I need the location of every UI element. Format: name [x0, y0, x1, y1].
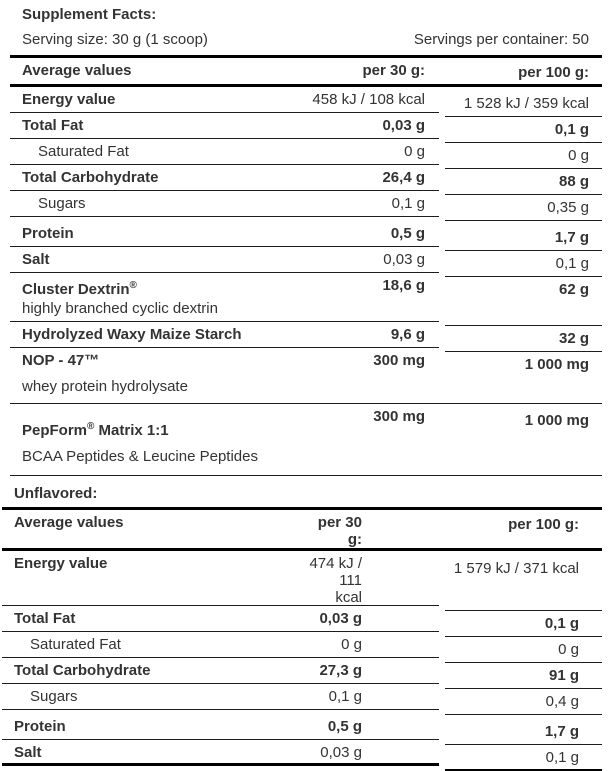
serving-info-row: Serving size: 30 g (1 scoop) Servings pe…: [10, 25, 602, 55]
row-label: Salt: [22, 251, 50, 268]
table-row-nop-47: NOP - 47™ whey protein hydrolysate 300 m…: [10, 348, 602, 404]
row-label: Saturated Fat: [38, 143, 129, 160]
serving-size: Serving size: 30 g (1 scoop): [22, 31, 208, 48]
value-per-30g: 0,03 g: [320, 744, 362, 761]
row-label: Total Fat: [14, 610, 76, 627]
value-per-100g: 1,7 g: [445, 221, 602, 251]
servings-per-container: Servings per container: 50: [413, 31, 589, 48]
value-per-30g: 0,1 g: [391, 195, 425, 212]
value-per-100g: 1 579 kJ / 371 kcal: [445, 556, 602, 611]
column-header-per30: per 30 g:: [317, 514, 362, 548]
value-per-100g: 1 528 kJ / 359 kcal: [445, 91, 602, 117]
table-row-saturated-fat: Saturated Fat 0 g 0 g: [10, 139, 602, 169]
column-header-per30: per 30 g:: [362, 62, 425, 79]
table-row-pepform-matrix: PepForm® Matrix 1:1 BCAA Peptides & Leuc…: [10, 404, 602, 476]
value-per-30g: 9,6 g: [390, 326, 425, 343]
row-label: Saturated Fat: [30, 636, 121, 653]
row-label: Protein: [22, 225, 74, 242]
value-per-30g: 0 g: [404, 143, 425, 160]
row-label: PepForm® Matrix 1:1: [22, 421, 169, 439]
value-per-30g: 0,1 g: [328, 688, 362, 705]
value-per-100g: 0,1 g: [445, 611, 602, 637]
column-header-row: Average values per 30 g: per 100 g:: [2, 510, 602, 551]
unflavored-title: Unflavored:: [2, 476, 602, 510]
row-label: Protein: [14, 718, 66, 735]
value-per-100g: 0 g: [445, 143, 602, 169]
table-row-protein: Protein 0,5 g 1,7 g: [10, 217, 602, 251]
row-label: NOP - 47™: [22, 352, 100, 369]
row-label: Energy value: [22, 91, 116, 108]
value-per-100g: 1 000 mg: [524, 412, 589, 429]
row-label-group: Cluster Dextrin® highly branched cyclic …: [10, 273, 309, 322]
table-row-total-carbohydrate: Total Carbohydrate 27,3 g 91 g: [2, 658, 602, 689]
table-row-protein: Protein 0,5 g 1,7 g: [2, 710, 602, 745]
table-row-sugars: Sugars 0,1 g 0,35 g: [10, 191, 602, 221]
value-per-30g: 0,03 g: [383, 251, 425, 268]
value-per-30g: 300 mg: [373, 352, 425, 369]
value-per-30g: 474 kJ / 111 kcal: [309, 555, 362, 606]
row-sublabel: BCAA Peptides & Leucine Peptides: [22, 448, 258, 465]
value-per-100g: 0 g: [445, 637, 602, 663]
table-row-salt: Salt 0,03 g 0,1 g: [2, 740, 602, 771]
value-per-30g: 0,5 g: [327, 718, 362, 735]
table-row-cluster-dextrin: Cluster Dextrin® highly branched cyclic …: [10, 273, 602, 326]
row-sublabel: highly branched cyclic dextrin: [22, 300, 218, 317]
value-per-30g: 458 kJ / 108 kcal: [312, 91, 425, 108]
value-per-100g: 62 g: [445, 277, 602, 326]
row-sublabel: whey protein hydrolysate: [22, 378, 188, 395]
value-per-100g: 0,4 g: [445, 689, 602, 715]
column-header-per100: per 100 g:: [518, 64, 589, 81]
value-per-100g: 1 000 mg: [524, 356, 589, 373]
column-header-row: Average values per 30 g: per 100 g:: [10, 58, 602, 87]
value-per-100g: 0,1 g: [445, 117, 602, 143]
row-label: Energy value: [14, 555, 108, 572]
value-per-30g: 26,4 g: [382, 169, 425, 186]
registered-mark: ®: [87, 421, 95, 432]
table-row-energy: Energy value 458 kJ / 108 kcal 1 528 kJ …: [10, 87, 602, 117]
row-label: Salt: [14, 744, 42, 761]
row-label: Total Carbohydrate: [22, 169, 159, 186]
row-label-group: NOP - 47™ whey protein hydrolysate: [10, 348, 309, 403]
table-row-saturated-fat: Saturated Fat 0 g 0 g: [2, 632, 602, 663]
value-per-100g: 0,35 g: [445, 195, 602, 221]
row-label: Sugars: [30, 688, 78, 705]
registered-mark: ®: [129, 280, 137, 291]
row-label-group: PepForm® Matrix 1:1 BCAA Peptides & Leuc…: [10, 404, 309, 475]
value-per-30g: 0,5 g: [390, 225, 425, 242]
column-header-label: Average values: [14, 514, 124, 531]
value-per-100g: 91 g: [445, 663, 602, 689]
value-per-30g: 18,6 g: [382, 277, 425, 294]
value-per-100g: 0,1 g: [445, 745, 602, 771]
value-per-30g: 0,03 g: [382, 117, 425, 134]
column-header-label: Average values: [22, 62, 132, 79]
value-per-100g: 0,1 g: [445, 251, 602, 277]
table-row-total-fat: Total Fat 0,03 g 0,1 g: [10, 113, 602, 143]
value-per-30g: 0 g: [341, 636, 362, 653]
table-row-salt: Salt 0,03 g 0,1 g: [10, 247, 602, 277]
value-per-30g: 0,03 g: [319, 610, 362, 627]
row-label: Total Carbohydrate: [14, 662, 151, 679]
value-per-100g: 32 g: [445, 326, 602, 352]
row-label: Cluster Dextrin®: [22, 280, 137, 298]
row-label: Total Fat: [22, 117, 84, 134]
value-per-30g: 27,3 g: [319, 662, 362, 679]
table-row-sugars: Sugars 0,1 g 0,4 g: [2, 684, 602, 715]
table-row-total-carbohydrate: Total Carbohydrate 26,4 g 88 g: [10, 165, 602, 195]
unflavored-table: Unflavored: Average values per 30 g: per…: [2, 476, 602, 771]
row-label: Sugars: [38, 195, 86, 212]
supplement-facts-table: Supplement Facts: Serving size: 30 g (1 …: [10, 0, 602, 476]
row-label: Hydrolyzed Waxy Maize Starch: [22, 326, 242, 343]
table-row-hydrolyzed-waxy-maize-starch: Hydrolyzed Waxy Maize Starch 9,6 g 32 g: [10, 322, 602, 352]
supplement-facts-title: Supplement Facts:: [22, 6, 157, 23]
value-per-30g: 300 mg: [373, 408, 425, 425]
divider-thick: [10, 55, 602, 58]
column-header-per100: per 100 g:: [508, 516, 579, 533]
table-row-total-fat: Total Fat 0,03 g 0,1 g: [2, 606, 602, 637]
value-per-100g: 88 g: [445, 169, 602, 195]
table-row-energy: Energy value 474 kJ / 111 kcal 1 579 kJ …: [2, 551, 602, 611]
